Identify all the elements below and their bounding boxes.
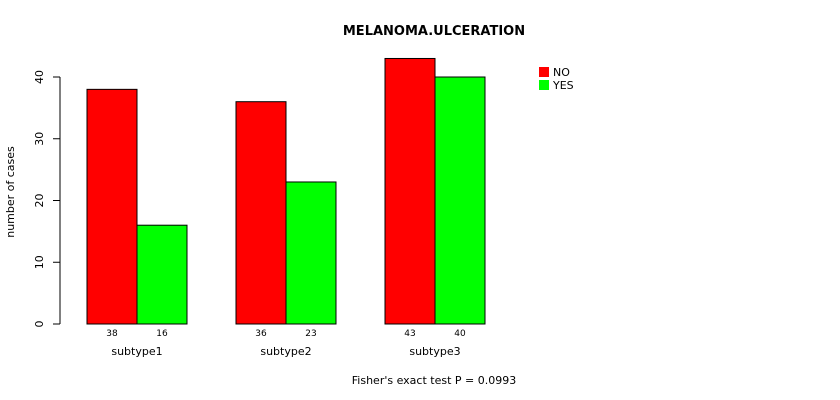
count-label-subtype1-no: 38 [106, 329, 118, 339]
count-label-subtype3-no: 43 [404, 329, 415, 339]
bar-subtype3-no [384, 57, 436, 325]
count-labels-group: 38 16 36 23 43 40 [106, 329, 466, 339]
count-label-subtype3-yes: 40 [454, 329, 466, 339]
legend-swatch-no [539, 67, 549, 77]
bar-subtype1-yes [136, 224, 188, 325]
count-label-subtype2-yes: 23 [305, 329, 316, 339]
x-category-label-subtype2: subtype2 [260, 345, 311, 358]
legend-swatch-yes [539, 80, 549, 90]
chart-title: MELANOMA.ULCERATION [343, 24, 525, 39]
legend-label-no: NO [553, 66, 570, 79]
y-tick-label-20: 20 [33, 194, 46, 208]
y-tick-label-10: 10 [33, 255, 46, 269]
x-category-labels-group: subtype1 subtype2 subtype3 [111, 345, 460, 358]
legend-label-yes: YES [552, 79, 574, 92]
y-tick-label-30: 30 [33, 132, 46, 146]
y-axis: 0 10 20 30 40 [33, 70, 61, 328]
x-category-label-subtype3: subtype3 [409, 345, 460, 358]
bar-subtype3-yes [434, 76, 486, 325]
y-tick-label-0: 0 [33, 321, 46, 328]
bar-subtype1-no [86, 88, 138, 325]
count-label-subtype2-no: 36 [255, 329, 267, 339]
y-axis-label: number of cases [4, 146, 17, 238]
bar-subtype2-yes [285, 181, 337, 325]
bar-subtype2-no [235, 101, 287, 325]
fisher-test-footnote: Fisher's exact test P = 0.0993 [352, 374, 516, 387]
y-tick-label-40: 40 [33, 70, 46, 84]
count-label-subtype1-yes: 16 [156, 329, 168, 339]
bars-group [86, 57, 486, 325]
x-category-label-subtype1: subtype1 [111, 345, 162, 358]
